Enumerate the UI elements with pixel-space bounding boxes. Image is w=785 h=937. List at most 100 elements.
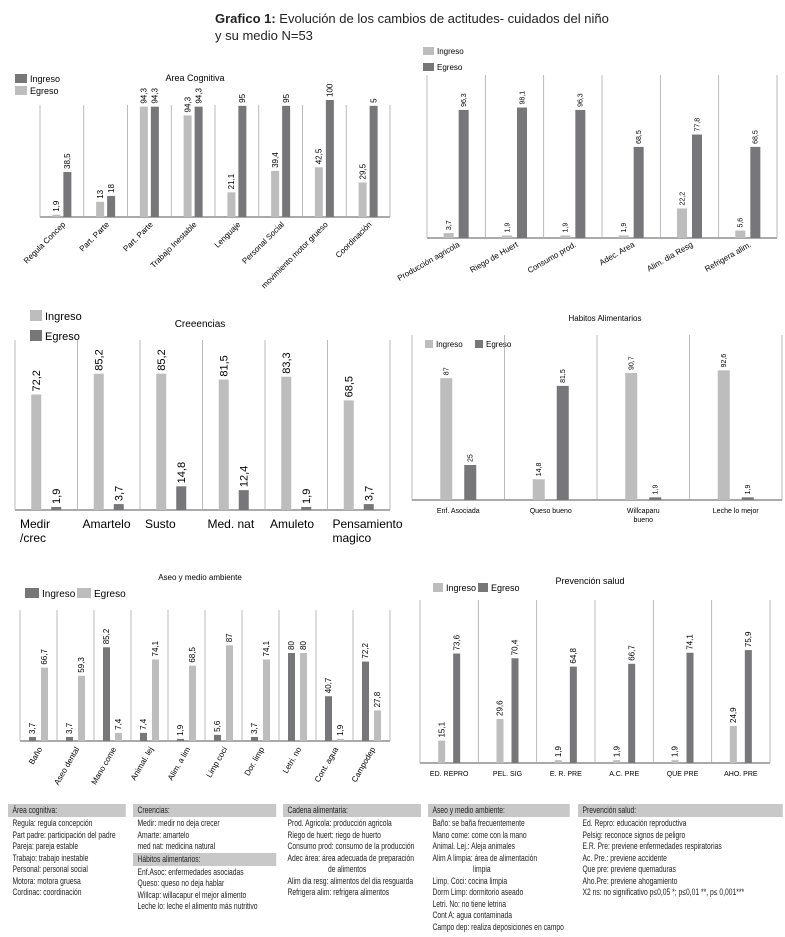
category-label: Letri. no — [281, 745, 304, 775]
category-label: Riego de Huert — [468, 240, 520, 275]
bar-egreso — [301, 506, 312, 510]
value-label: 18 — [107, 183, 116, 192]
chart-title: Habitos Alimentarios — [569, 314, 642, 323]
chart-svg: Habitos Alimentarios Ingreso Egreso 87 25 Enf… — [411, 314, 783, 524]
value-label: 1,9 — [745, 485, 752, 495]
value-label: 85,2 — [156, 349, 168, 370]
category-label: Aseo dental — [52, 745, 81, 786]
chart-1: Area Cognitiva Ingreso Egreso 1,9 38,5 Regula… — [10, 60, 395, 290]
bar-ingreso — [729, 725, 737, 763]
category-label: Producción agricola — [396, 240, 462, 283]
legend-label: Ingreso — [42, 589, 76, 600]
bar-egreso — [649, 497, 662, 500]
glossary-item: Mano come: come con la mano — [432, 829, 527, 840]
category-label: Part. Parte — [121, 220, 155, 254]
figure-title: Grafico 1: Evolución de los cambios de a… — [215, 10, 615, 44]
bar-ingreso — [443, 233, 454, 238]
glossary-item: Alim A limpia: área de alimentación — [432, 852, 538, 863]
glossary-header: Aseo y medio ambiente: — [428, 804, 570, 817]
value-label: 7,4 — [139, 718, 148, 730]
value-label: 68,5 — [343, 376, 355, 397]
value-label: 5,6 — [738, 218, 745, 228]
bar-egreso — [556, 385, 569, 500]
value-label: 81,5 — [218, 355, 230, 376]
bar-egreso — [374, 710, 381, 741]
glossary-item: Baño: se baña frecuentemente — [432, 818, 525, 828]
value-label: 94,3 — [151, 88, 160, 104]
glossary-header: Prevención salud: — [578, 804, 783, 817]
value-label: 80 — [287, 641, 296, 650]
category-label: Amartelo — [83, 517, 131, 531]
chart-2: Ingreso Egreso 3,7 96,3 Producción agricola 1… — [395, 35, 785, 295]
glossary-column: Aseo y medio ambiente: Baño: se baña frec… — [428, 804, 570, 933]
value-label: 22,2 — [679, 192, 686, 206]
category-label: Personal Social — [240, 220, 286, 266]
glossary-item: limpia — [473, 864, 491, 874]
legend-label: Ingreso — [446, 583, 476, 593]
chart-title: Aseo y medio ambiente — [158, 573, 242, 582]
legend-label: Ingreso — [30, 74, 60, 84]
legend-swatch-ingreso — [423, 47, 434, 55]
bar-ingreso — [177, 738, 184, 741]
category-label: Limp coci — [205, 745, 230, 779]
bar-ingreso — [625, 373, 638, 500]
glossary-item: Part padre: participación del padre — [12, 829, 116, 840]
bar-ingreso — [343, 400, 354, 510]
bar-ingreso — [369, 105, 378, 217]
glossary-item: Aho.Pre: previene ahogamiento — [582, 875, 678, 886]
value-label: 1,9 — [301, 489, 313, 504]
bar-egreso — [575, 109, 586, 239]
value-label: 14,8 — [536, 463, 543, 477]
glossary-header: Creencias: — [133, 804, 277, 817]
glossary-item: Que pre: previene quemaduras — [582, 864, 676, 874]
legend-label: Ingreso — [45, 311, 82, 323]
value-label: 94,3 — [194, 88, 203, 104]
value-label: 95 — [282, 93, 291, 102]
glossary-item: Motora: motora gruesa — [12, 875, 81, 886]
category-label: Med. nat — [208, 517, 255, 531]
glossary-item: Prod. Agricola: producción agricola — [287, 818, 392, 828]
category-label: Consumo prod. — [526, 240, 578, 275]
category-label: Queso bueno — [530, 508, 572, 515]
bar-egreso — [741, 497, 754, 500]
bar-ingreso — [63, 171, 72, 217]
value-label: 40,7 — [324, 677, 333, 693]
category-label: Baño — [27, 745, 44, 766]
bar-egreso — [139, 106, 148, 217]
chart-svg: Aseo y medio ambiente Ingreso Egreso 3,7 66,… — [19, 573, 391, 787]
value-label: 1,9 — [51, 489, 63, 504]
category-label: ED. REPRO — [430, 771, 469, 778]
bar-egreso — [511, 658, 519, 763]
glossary-item: Trabajo: trabajo inestable — [12, 852, 89, 863]
bar-egreso — [453, 653, 461, 763]
category-label: Alim. a lim — [166, 745, 192, 782]
bar-ingreso — [218, 379, 229, 510]
bar-egreso — [337, 738, 344, 741]
glossary-header: Hábitos alimentarios: — [133, 852, 277, 866]
value-label: 85,2 — [93, 349, 105, 370]
bar-egreso — [263, 659, 270, 741]
value-label: 96,3 — [578, 93, 585, 107]
bar-ingreso — [362, 661, 369, 741]
legend-label: Ingreso — [437, 47, 464, 56]
value-label: 3,7 — [446, 220, 453, 230]
bar-egreso — [238, 490, 249, 510]
chart-6: Prevención salud Ingreso Egreso 15,1 73,6 ED.… — [395, 560, 785, 790]
category-label: Campodep — [350, 745, 378, 784]
bar-egreso — [314, 167, 323, 217]
bar-egreso — [517, 107, 527, 238]
bar-egreso — [358, 182, 367, 217]
category-label: Animal. lej — [129, 745, 155, 782]
value-label: 94,3 — [183, 96, 192, 112]
chart-svg: Creeencias Ingreso Egreso 72,2 1,9 Medir/crec… — [14, 310, 403, 545]
chart-svg: Area Cognitiva Ingreso Egreso 1,9 38,5 Regula… — [15, 73, 391, 290]
value-label: 15,1 — [437, 721, 446, 737]
value-label: 25 — [468, 454, 475, 462]
legend-swatch-ingreso — [15, 74, 27, 83]
bar-ingreso — [502, 235, 512, 238]
value-label: 75,9 — [744, 631, 753, 647]
bar-ingreso — [618, 235, 629, 238]
figure-number: Grafico 1: — [215, 11, 276, 26]
value-label: 80 — [299, 641, 308, 650]
value-label: 87 — [444, 367, 451, 375]
